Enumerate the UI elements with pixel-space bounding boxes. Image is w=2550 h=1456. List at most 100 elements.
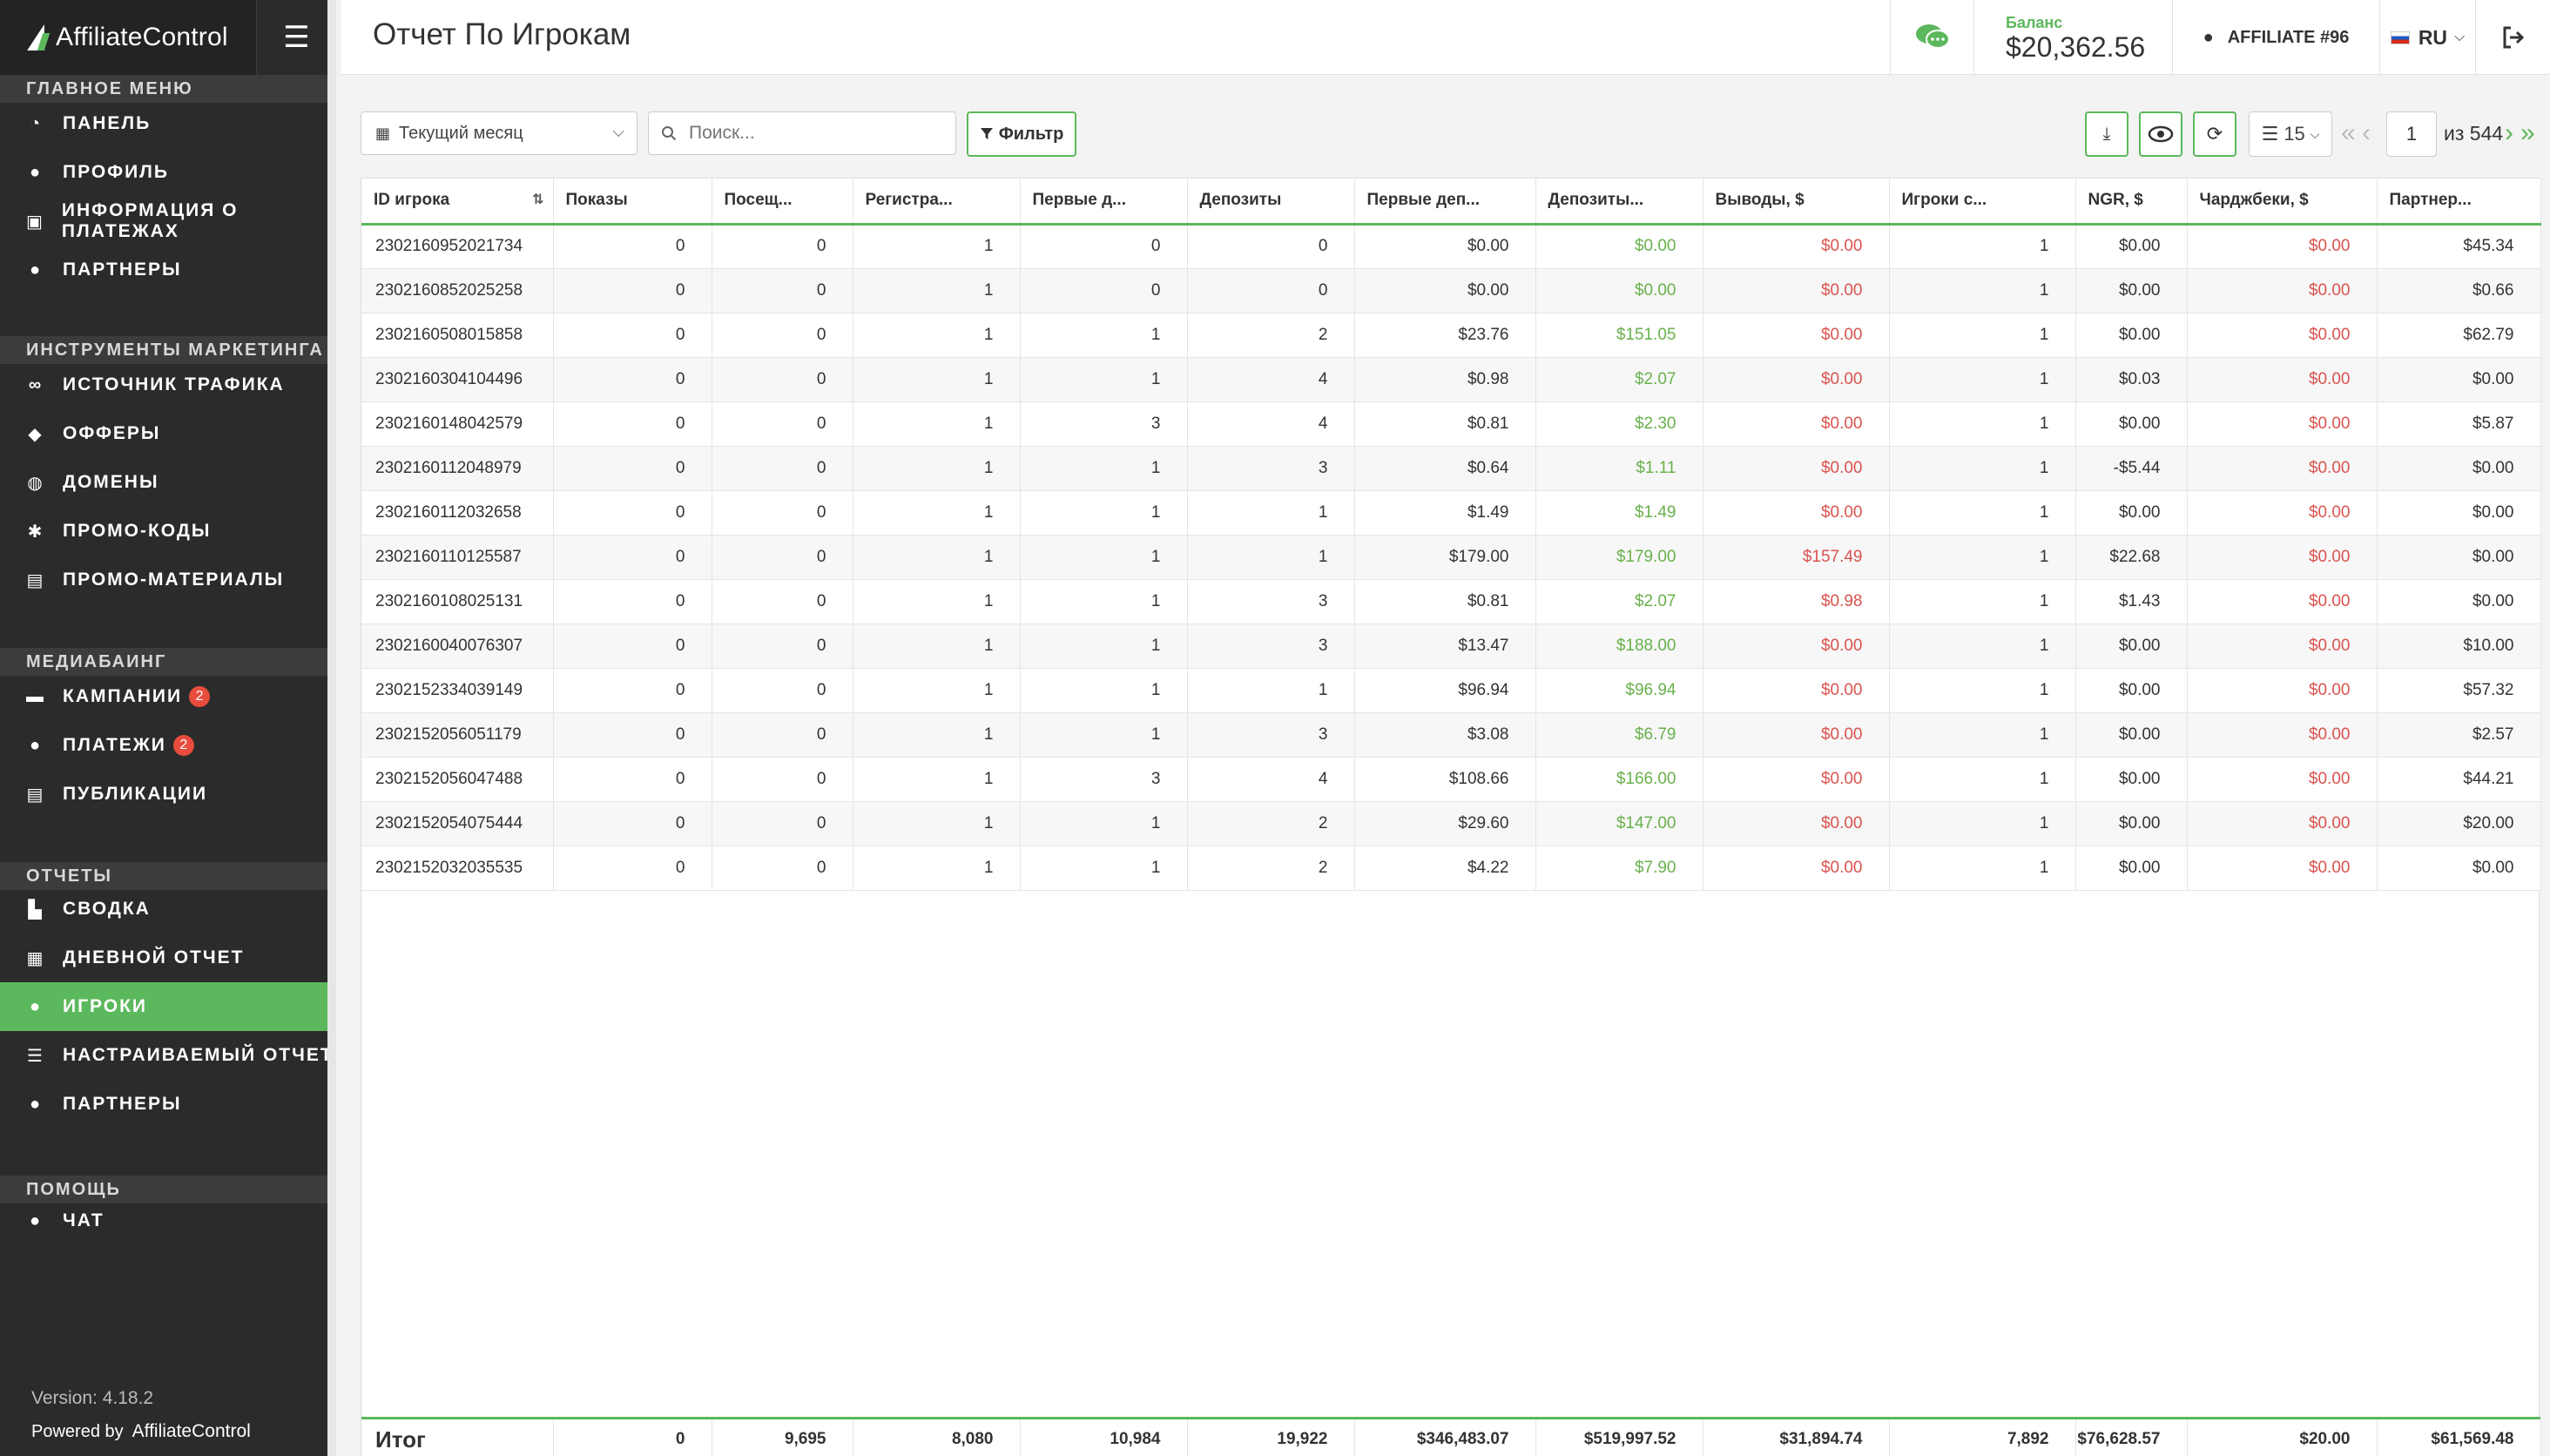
column-header-1[interactable]: Показы (553, 179, 712, 226)
sidebar-item-0-0[interactable]: ◔ ПАНЕЛЬ (0, 99, 336, 148)
sidebar-item-0-3[interactable]: ● ПАРТНЕРЫ (0, 246, 336, 294)
table-cell: 1 (1020, 357, 1188, 402)
table-cell: $0.00 (1703, 490, 1890, 536)
per-page-select[interactable]: ☰ 15 ⌵ (2249, 111, 2332, 157)
table-cell: $1.11 (1535, 446, 1703, 491)
table-row[interactable]: 2302160852025258 0 0 1 0 0 $0.00 $0.00 $0.00 1 $0.… (361, 268, 2541, 313)
table-cell: 1 (1187, 535, 1355, 580)
table-row[interactable]: 2302152334039149 0 0 1 1 1 $96.94 $96.94 $0.00 1 $… (361, 668, 2541, 713)
sidebar-item-0-2[interactable]: ▣ ИНФОРМАЦИЯ О ПЛАТЕЖАХ (0, 197, 336, 246)
column-header-7[interactable]: Депозиты... (1535, 179, 1703, 226)
table-cell: 1 (853, 801, 1021, 846)
logout-button[interactable] (2475, 0, 2550, 75)
percent-icon: ✱ (27, 522, 44, 542)
first-page-icon[interactable]: « (2341, 118, 2356, 147)
sort-icon[interactable]: ⇅ (532, 192, 544, 208)
table-cell: 0 (1187, 268, 1355, 313)
sidebar-item-label: ПУБЛИКАЦИИ (63, 784, 208, 804)
table-cell: 0 (712, 313, 853, 358)
column-header-4[interactable]: Первые д... (1020, 179, 1188, 226)
table-row[interactable]: 2302152054075444 0 0 1 1 2 $29.60 $147.00 $0.00 1… (361, 801, 2541, 846)
table-row[interactable]: 2302160112032658 0 0 1 1 1 $1.49 $1.49 $0.00 1 $0.… (361, 490, 2541, 536)
table-cell: $0.00 (2187, 624, 2378, 669)
sidebar-item-4-0[interactable]: ● ЧАТ (0, 1196, 336, 1245)
table-cell: $1.49 (1535, 490, 1703, 536)
column-header-3[interactable]: Регистра... (853, 179, 1021, 226)
table-cell: 1 (853, 668, 1021, 713)
table-cell: 2302160508015858 (361, 313, 554, 358)
download-button[interactable]: ⤓ (2085, 111, 2128, 157)
next-page-icon[interactable]: › (2505, 118, 2513, 147)
prev-page-icon[interactable]: ‹ (2362, 118, 2371, 147)
sidebar-item-3-0[interactable]: ▙ СВОДКА (0, 885, 336, 934)
table-cell: $0.00 (1703, 268, 1890, 313)
last-page-icon[interactable]: » (2520, 118, 2535, 147)
table-row[interactable]: 2302152056047488 0 0 1 3 4 $108.66 $166.00 $0.00… (361, 757, 2541, 802)
balance-value: $20,362.56 (2006, 31, 2146, 63)
visibility-button[interactable] (2139, 111, 2182, 157)
table-row[interactable]: 2302160508015858 0 0 1 1 2 $23.76 $151.05 $0.00 1… (361, 313, 2541, 358)
sidebar-item-3-3[interactable]: ☰ НАСТРАИВАЕМЫЙ ОТЧЕТ (0, 1031, 336, 1080)
table-cell: $147.00 (1535, 801, 1703, 846)
table-row[interactable]: 2302160148042579 0 0 1 3 4 $0.81 $2.30 $0.00 1 $0.… (361, 401, 2541, 447)
sidebar-item-3-4[interactable]: ● ПАРТНЕРЫ (0, 1080, 336, 1129)
language-selector[interactable]: RU ⌵ (2379, 0, 2475, 75)
column-header-0[interactable]: ID игрока ⇅ (361, 179, 554, 226)
sidebar-item-1-0[interactable]: ∞ ИСТОЧНИК ТРАФИКА (0, 361, 336, 409)
table-cell: 0 (712, 846, 853, 891)
column-header-5[interactable]: Депозиты (1187, 179, 1355, 226)
column-header-10[interactable]: NGR, $ (2075, 179, 2188, 226)
sidebar-item-3-1[interactable]: ▦ ДНЕВНОЙ ОТЧЕТ (0, 934, 336, 982)
sidebar-item-label: КАМПАНИИ (63, 686, 183, 706)
brand-logo[interactable]: AffiliateControl (0, 0, 256, 75)
sidebar-item-1-1[interactable]: ◆ ОФФЕРЫ (0, 409, 336, 458)
table-cell: 0 (553, 712, 712, 758)
table-row[interactable]: 2302152032035535 0 0 1 1 2 $4.22 $7.90 $0.00 1 $0.… (361, 846, 2541, 891)
sidebar-item-2-1[interactable]: ● ПЛАТЕЖИ 2 (0, 721, 336, 770)
table-cell: $0.00 (1703, 624, 1890, 669)
sidebar-scrollbar[interactable] (327, 0, 336, 1456)
table-cell: 1 (1020, 712, 1188, 758)
chat-icon (1915, 24, 1950, 49)
menu-toggle-icon[interactable]: ☰ (256, 0, 336, 75)
table-row[interactable]: 2302160110125587 0 0 1 1 1 $179.00 $179.00 $157.… (361, 535, 2541, 580)
table-cell: 0 (553, 535, 712, 580)
table-cell: 3 (1187, 446, 1355, 491)
table-cell: 1 (853, 446, 1021, 491)
column-header-2[interactable]: Посещ... (712, 179, 853, 226)
table-cell: 1 (853, 535, 1021, 580)
filter-button[interactable]: Фильтр (967, 111, 1076, 157)
powered-by: Powered by AffiliateControl (31, 1421, 251, 1441)
sidebar-item-2-2[interactable]: ▤ ПУБЛИКАЦИИ (0, 770, 336, 819)
column-header-12[interactable]: Партнер... (2377, 179, 2541, 226)
table-cell: $0.00 (2075, 846, 2188, 891)
column-header-8[interactable]: Выводы, $ (1703, 179, 1890, 226)
search-input[interactable] (689, 123, 933, 144)
column-header-11[interactable]: Чарджбеки, $ (2187, 179, 2378, 226)
player-icon: ● (29, 996, 43, 1016)
sidebar-item-1-3[interactable]: ✱ ПРОМО-КОДЫ (0, 507, 336, 556)
page-number-input[interactable] (2386, 111, 2437, 157)
sidebar-item-2-0[interactable]: ▬ КАМПАНИИ 2 (0, 672, 336, 721)
column-header-6[interactable]: Первые деп... (1354, 179, 1536, 226)
refresh-button[interactable]: ⟳ (2193, 111, 2236, 157)
search-box[interactable] (648, 111, 956, 155)
sidebar-item-0-1[interactable]: ● ПРОФИЛЬ (0, 148, 336, 197)
table-cell: $0.00 (2075, 313, 2188, 358)
column-header-9[interactable]: Игроки с... (1889, 179, 2076, 226)
table-row[interactable]: 2302160112048979 0 0 1 1 3 $0.64 $1.11 $0.00 1 -$5… (361, 446, 2541, 491)
sidebar-item-1-4[interactable]: ▤ ПРОМО-МАТЕРИАЛЫ (0, 556, 336, 604)
table-row[interactable]: 2302160040076307 0 0 1 1 3 $13.47 $188.00 $0.00 1… (361, 624, 2541, 669)
table-row[interactable]: 2302160304104496 0 0 1 1 4 $0.98 $2.07 $0.00 1 $0.… (361, 357, 2541, 402)
affiliate-account-button[interactable]: ● AFFILIATE #96 (2172, 0, 2379, 75)
table-cell: $7.90 (1535, 846, 1703, 891)
table-row[interactable]: 2302160952021734 0 0 1 0 0 $0.00 $0.00 $0.00 1 $0.… (361, 224, 2541, 269)
sidebar-item-3-2[interactable]: ● ИГРОКИ (0, 982, 336, 1031)
sidebar-item-1-2[interactable]: ◍ ДОМЕНЫ (0, 458, 336, 507)
sidebar-item-label: ПАРТНЕРЫ (63, 260, 182, 280)
period-select[interactable]: ▦ Текущий месяц ⌵ (361, 111, 638, 155)
table-row[interactable]: 2302152056051179 0 0 1 1 3 $3.08 $6.79 $0.00 1 $0.… (361, 712, 2541, 758)
chat-button[interactable] (1890, 0, 1973, 75)
table-row[interactable]: 2302160108025131 0 0 1 1 3 $0.81 $2.07 $0.98 1 $1.… (361, 579, 2541, 624)
table-cell: $13.47 (1354, 624, 1536, 669)
